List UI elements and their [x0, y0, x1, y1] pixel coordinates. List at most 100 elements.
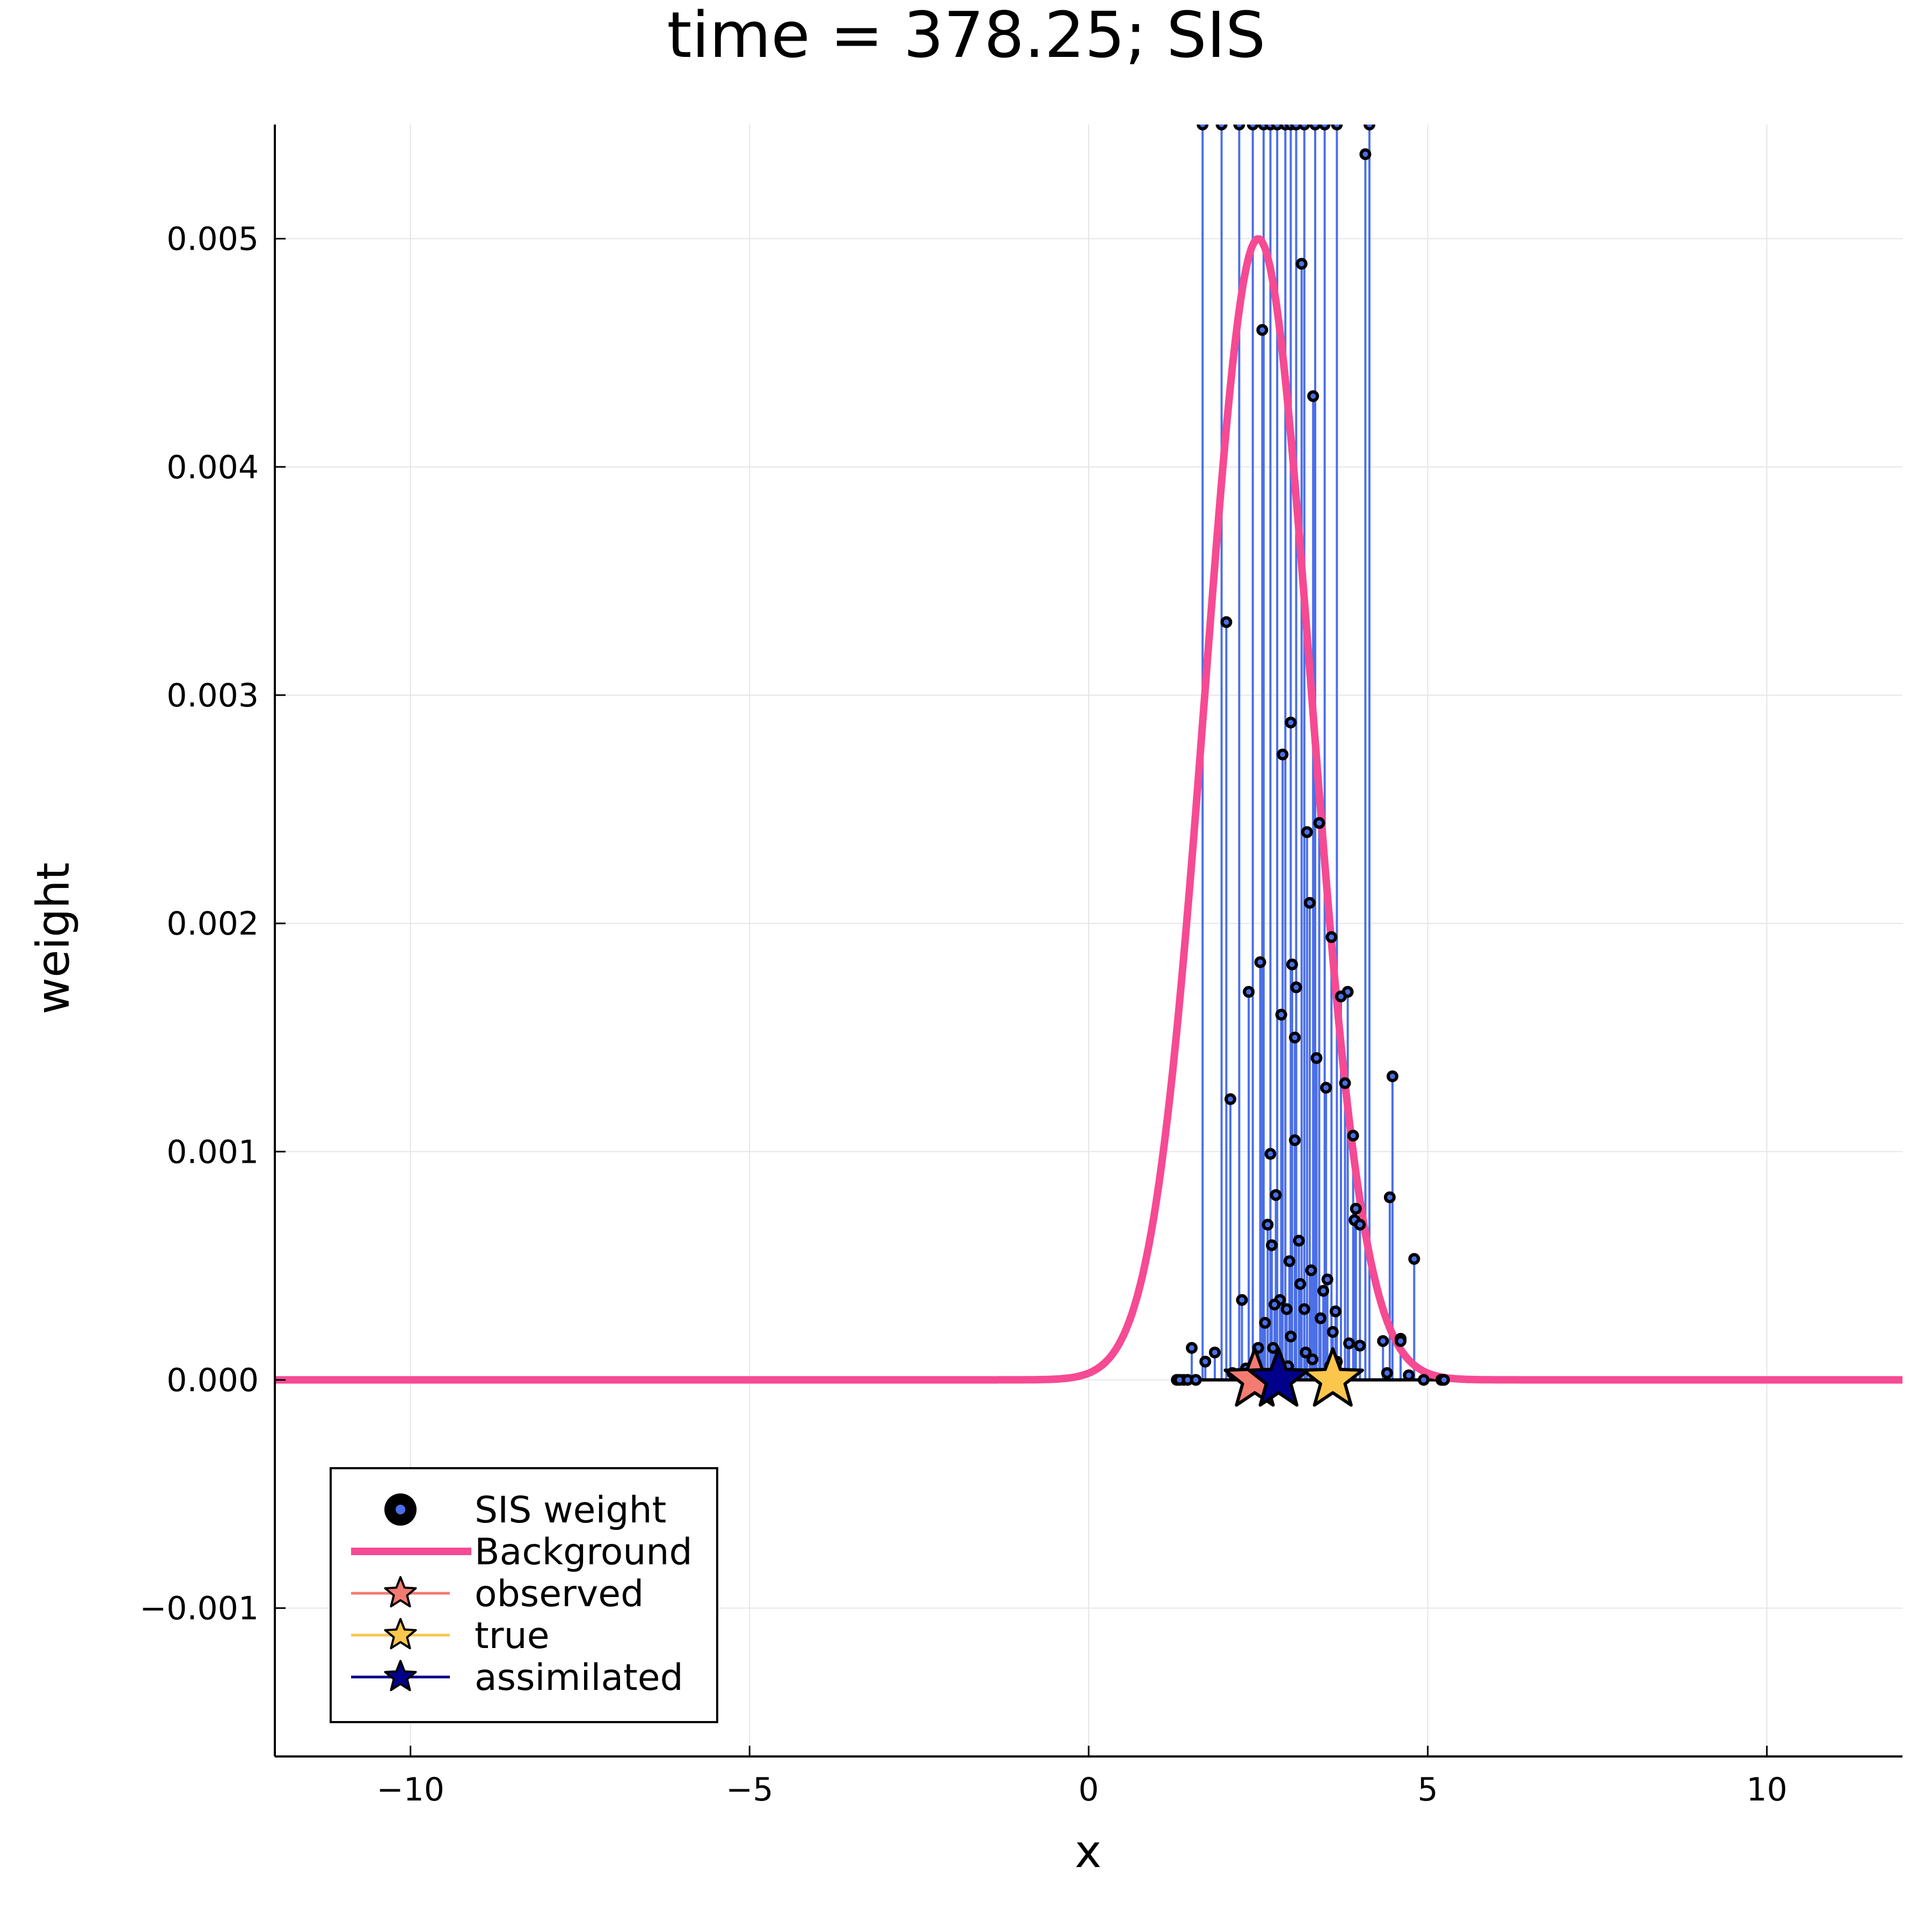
sis-weight-point [1408, 1253, 1420, 1265]
x-tick-label: −10 [376, 1771, 444, 1809]
sis-weight-point [1294, 1278, 1307, 1290]
sis-weight-point [1289, 1031, 1301, 1044]
sis-weight-point [1236, 1294, 1248, 1306]
x-tick-label: 0 [1078, 1771, 1099, 1809]
sis-weight-point [1418, 1374, 1430, 1386]
sis-weight-point [1325, 931, 1338, 943]
sis-weight-point [1313, 817, 1325, 829]
legend-assimilated-star [384, 1660, 417, 1692]
y-tick-label: 0.003 [166, 677, 259, 715]
sis-weight-point [1309, 125, 1321, 130]
sis-weight-point [1246, 125, 1259, 130]
plot-area [275, 125, 1902, 1407]
sis-weight-point [1293, 1235, 1305, 1247]
sis-weight-point [1335, 990, 1347, 1003]
sis-weight-point [1305, 1264, 1317, 1277]
sis-weight-point [1266, 1239, 1278, 1251]
sis-weight-point [1289, 1134, 1301, 1147]
sis-weight-point [1307, 390, 1319, 402]
sis-weight-point [1264, 1148, 1277, 1160]
sis-weight-point [1386, 1070, 1398, 1082]
legend-true-star [384, 1618, 417, 1650]
sis-weight-point [1315, 1312, 1327, 1324]
sis-weight-point [1285, 716, 1297, 728]
sis-weight-point [1271, 125, 1284, 130]
legend-sis-marker-dot [396, 1505, 405, 1514]
sis-weight-point [1300, 1346, 1312, 1359]
x-tick-label: 10 [1746, 1771, 1787, 1809]
sis-weight-point [1331, 125, 1343, 130]
legend-label: SIS weight [475, 1489, 666, 1532]
y-tick-label: 0.002 [166, 905, 259, 943]
sis-weight-point [1190, 1374, 1202, 1386]
sis-weight-point [1383, 1191, 1396, 1204]
sis-weight-point [1329, 1305, 1342, 1317]
sis-weight-point [1354, 1339, 1366, 1352]
sis-weight-point [1298, 1303, 1310, 1315]
sis-weight-point [1275, 1009, 1287, 1021]
sis-weight-point [1220, 616, 1233, 628]
sis-weight-point [1298, 125, 1310, 130]
sis-weight-point [1320, 1082, 1332, 1094]
sis-weight-point [1243, 986, 1255, 998]
sis-weight-point [1254, 956, 1266, 968]
y-axis-label: weight [27, 862, 79, 1014]
sis-weight-point [1262, 1219, 1274, 1231]
sis-weight-point [1364, 125, 1376, 130]
sis-weight-point [1310, 1052, 1323, 1064]
legend-label: assimilated [475, 1657, 683, 1699]
sis-weight-point [1326, 1326, 1339, 1338]
sis-weight-point [1256, 324, 1268, 336]
sis-weight-point [1377, 1335, 1389, 1347]
y-tick-label: 0.001 [166, 1133, 259, 1171]
sis-weight-point [1317, 1285, 1330, 1297]
assimilated-star [1247, 1347, 1310, 1407]
legend-observed-star [384, 1576, 417, 1608]
sis-weight-point [1339, 1077, 1351, 1089]
sis-weight-point [1280, 1303, 1293, 1315]
sis-weight-point [1438, 1374, 1450, 1386]
sis-weight-point [1215, 125, 1228, 130]
legend: SIS weightBackgroundobservedtrueassimila… [330, 1467, 718, 1723]
x-tick-label: 5 [1418, 1771, 1438, 1809]
true-star [1301, 1347, 1364, 1407]
sis-weight-point [1303, 896, 1316, 909]
y-tick-label: 0.004 [166, 449, 259, 486]
sis-weight-point [1259, 1317, 1271, 1329]
sis-weight-point [1306, 1353, 1318, 1366]
y-tick-label: 0.000 [166, 1361, 259, 1399]
x-axis-label: x [1075, 1825, 1102, 1878]
sis-weight-point [1283, 1255, 1295, 1267]
sis-weight-point [1277, 748, 1289, 761]
sis-weight-point [1321, 1273, 1333, 1286]
sis-weight-point [1186, 1342, 1198, 1354]
sis-weight-point [1295, 258, 1308, 270]
sis-weight-point [1290, 125, 1302, 130]
sis-weight-point [1343, 1337, 1355, 1350]
sis-weight-point [1285, 1330, 1297, 1343]
legend-label: true [475, 1615, 550, 1657]
sis-weight-point [1197, 125, 1209, 130]
sis-weight-point [1347, 1129, 1359, 1142]
sis-weight-point [1268, 1299, 1281, 1311]
sis-weight-point [1290, 981, 1302, 994]
sis-weight-point [1359, 148, 1372, 161]
sis-weight-point [1403, 1369, 1415, 1381]
legend-label: Background [475, 1531, 692, 1573]
sis-weight-point [1286, 958, 1298, 971]
sis-weight-point [1233, 125, 1245, 130]
x-tick-label: −5 [726, 1771, 773, 1809]
background-curve [275, 235, 1902, 1384]
sis-weight-point [1350, 1202, 1362, 1215]
y-tick-label: 0.005 [166, 221, 259, 258]
sis-weight-point [1199, 1355, 1212, 1368]
sis-weight-point [1301, 826, 1313, 839]
sis-weight-point [1318, 125, 1331, 130]
sis-weight-point [1381, 1367, 1393, 1379]
sis-weight-point [1270, 1189, 1282, 1201]
sis-weight-point [1208, 1346, 1221, 1359]
legend-label: observed [475, 1573, 644, 1615]
y-tick-label: −0.001 [140, 1590, 259, 1628]
